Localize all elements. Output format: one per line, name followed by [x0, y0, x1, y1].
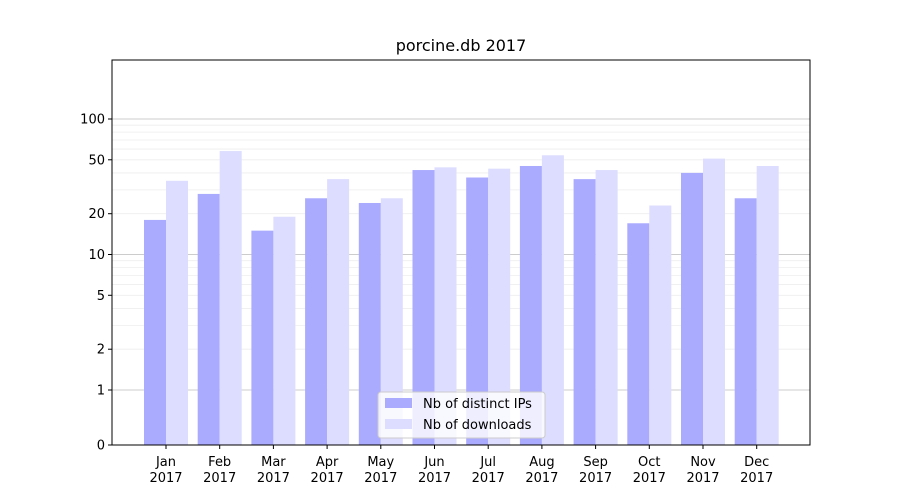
- bar-downloads: [434, 167, 457, 445]
- bar-distinct-ips: [358, 202, 381, 445]
- x-tick-label-month: Dec: [744, 455, 769, 470]
- x-tick-label-month: Mar: [261, 455, 286, 470]
- bar-downloads: [273, 216, 296, 445]
- bar-distinct-ips: [412, 170, 435, 445]
- bar-distinct-ips: [627, 223, 650, 445]
- y-tick-label: 20: [88, 207, 105, 222]
- x-tick-label-month: Aug: [529, 455, 554, 470]
- legend-swatch-downloads: [385, 419, 412, 429]
- x-tick-label-month: Jul: [479, 455, 496, 470]
- legend-label-distinct-ips: Nb of distinct IPs: [423, 397, 532, 412]
- bar-downloads: [595, 170, 618, 445]
- y-axis: 0 1 2 5 10 20 50 100: [80, 113, 112, 454]
- legend: Nb of distinct IPs Nb of downloads: [377, 391, 546, 439]
- plot-frame: [111, 59, 811, 446]
- x-tick-label-month: Feb: [208, 455, 231, 470]
- x-tick-label-year: 2017: [472, 471, 505, 486]
- x-tick-label-year: 2017: [418, 471, 451, 486]
- x-tick-label-month: Nov: [690, 455, 716, 470]
- bars: [144, 151, 779, 446]
- bar-distinct-ips: [573, 179, 596, 445]
- x-tick-label-year: 2017: [203, 471, 236, 486]
- y-tick-label: 50: [88, 153, 105, 168]
- bar-downloads: [380, 198, 403, 445]
- x-tick-label-year: 2017: [364, 471, 397, 486]
- bar-distinct-ips: [466, 177, 489, 445]
- x-tick-label-month: Oct: [638, 455, 660, 470]
- x-axis: Jan2017Feb2017Mar2017Apr2017May2017Jun20…: [149, 445, 773, 486]
- y-tick-label: 5: [97, 289, 105, 304]
- bar-downloads: [166, 180, 188, 445]
- x-tick-label-year: 2017: [686, 471, 719, 486]
- bar-downloads: [488, 168, 511, 445]
- x-tick-label-year: 2017: [740, 471, 773, 486]
- x-tick-label-month: Apr: [316, 455, 339, 470]
- y-tick-label: 0: [97, 439, 105, 454]
- y-tick-label: 2: [97, 343, 105, 358]
- bar-distinct-ips: [305, 198, 328, 445]
- bar-distinct-ips: [681, 172, 703, 445]
- bar-distinct-ips: [251, 230, 274, 445]
- y-tick-label: 1: [97, 384, 105, 399]
- x-tick-label-year: 2017: [149, 471, 182, 486]
- bar-downloads: [219, 151, 242, 445]
- x-tick-label-year: 2017: [633, 471, 666, 486]
- bar-downloads: [541, 155, 564, 445]
- legend-swatch-distinct-ips: [385, 398, 412, 408]
- x-tick-label-month: Jun: [423, 455, 444, 470]
- bar-downloads: [327, 179, 350, 445]
- chart-title: porcine.db 2017: [396, 36, 527, 55]
- bar-downloads: [649, 205, 672, 445]
- x-tick-label-month: May: [367, 455, 394, 470]
- legend-label-downloads: Nb of downloads: [423, 418, 532, 433]
- bar-distinct-ips: [519, 165, 542, 446]
- x-tick-label-year: 2017: [257, 471, 290, 486]
- y-tick-label: 100: [80, 113, 105, 128]
- bar-distinct-ips: [144, 219, 166, 445]
- legend-box: [377, 391, 546, 439]
- x-tick-label-month: Sep: [583, 455, 608, 470]
- bar-distinct-ips: [197, 193, 220, 445]
- x-tick-label-year: 2017: [311, 471, 344, 486]
- bar-distinct-ips: [734, 198, 757, 445]
- x-tick-label-month: Jan: [155, 455, 176, 470]
- y-tick-label: 10: [88, 248, 105, 263]
- bar-downloads: [703, 158, 725, 445]
- x-tick-label-year: 2017: [525, 471, 558, 486]
- bar-downloads: [756, 165, 779, 446]
- x-tick-label-year: 2017: [579, 471, 612, 486]
